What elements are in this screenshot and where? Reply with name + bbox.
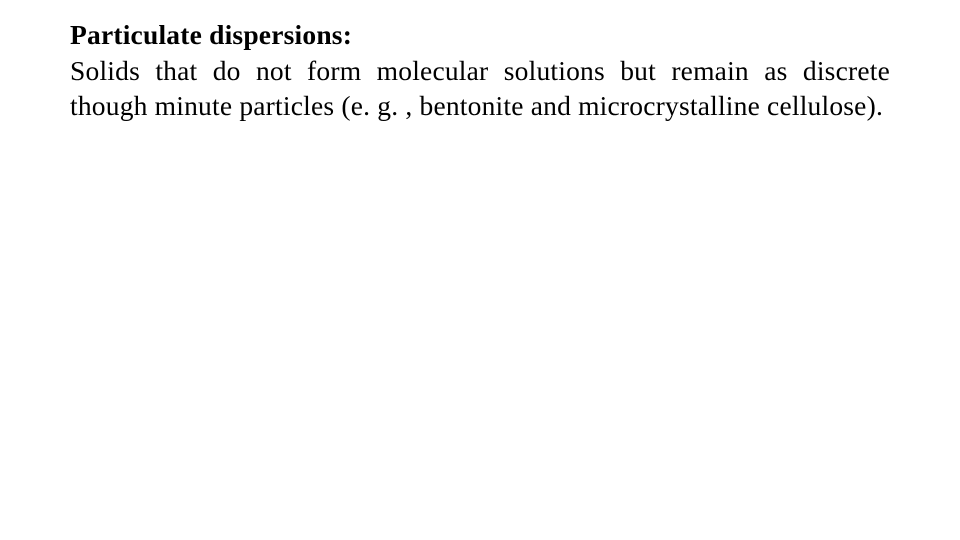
slide-heading: Particulate dispersions: bbox=[70, 18, 890, 52]
slide-container: Particulate dispersions: Solids that do … bbox=[0, 0, 960, 540]
slide-body-text: Solids that do not form molecular soluti… bbox=[70, 54, 890, 123]
